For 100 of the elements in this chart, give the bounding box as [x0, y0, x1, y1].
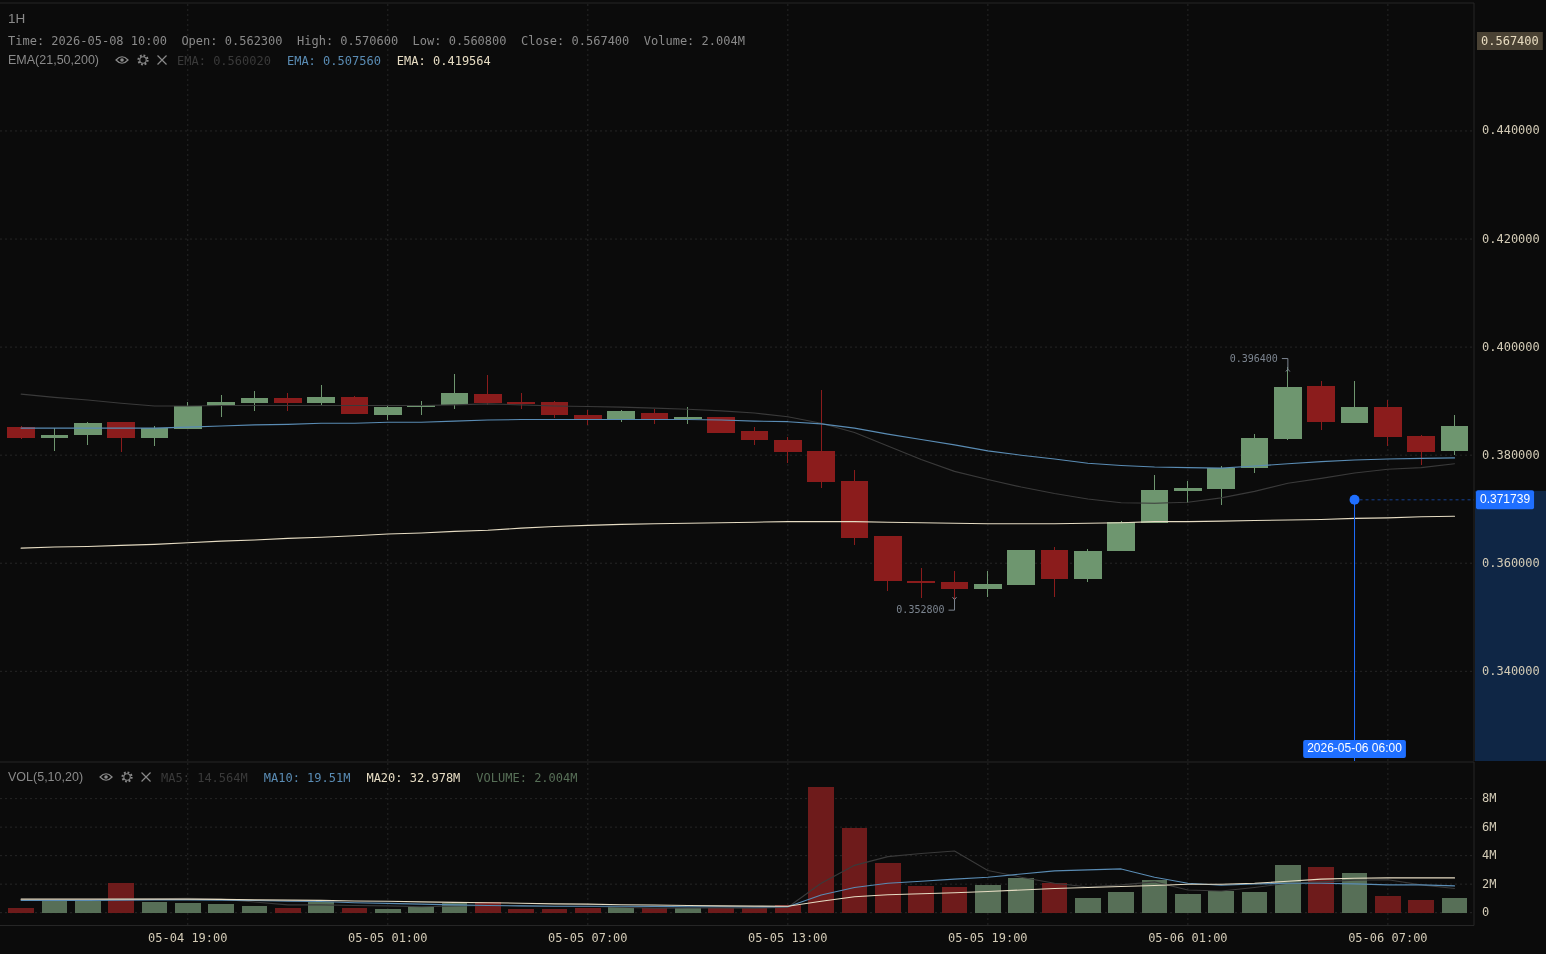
bar	[408, 907, 434, 913]
text: MA10: 19.51M	[263, 770, 351, 785]
candlestick	[1140, 474, 1169, 524]
y-tick-label: 4M	[1482, 848, 1497, 863]
legend-title: EMA(21,50,200)	[8, 53, 100, 68]
candlestick	[1240, 433, 1269, 474]
y-tick-label: 0.360000	[1482, 555, 1540, 570]
text: 1H	[8, 10, 26, 26]
candlestick	[607, 409, 635, 423]
bar	[1141, 880, 1168, 913]
bar	[374, 908, 401, 913]
bar	[908, 886, 935, 913]
candlestick	[807, 389, 836, 489]
text: MA20: 32.978M	[366, 770, 461, 785]
bar	[1408, 900, 1435, 913]
bar	[241, 906, 268, 913]
candlestick	[674, 406, 702, 425]
y-tick-label: 0.400000	[1482, 339, 1540, 354]
candlestick	[974, 570, 1002, 598]
y-tick-label: 6M	[1482, 819, 1497, 834]
candlestick	[1107, 520, 1136, 552]
bar	[508, 908, 534, 913]
y-tick-label: 0.340000	[1482, 663, 1540, 678]
candlestick	[1440, 414, 1469, 456]
bar	[541, 908, 568, 913]
line-series	[20, 868, 1456, 908]
candlestick	[1307, 380, 1336, 431]
annotation: 0.352800	[896, 604, 945, 616]
bar	[1075, 898, 1101, 913]
line-series	[20, 515, 1456, 549]
candlestick	[473, 374, 502, 406]
text: Time: 2026-05-08 10:00 Open: 0.562300 High: 0.570600 Low: 0.560800 Close: 0.567400 Volume: 2.004M	[8, 33, 745, 48]
candlestick	[740, 426, 769, 446]
y-tick-label: 2M	[1482, 876, 1497, 891]
annotation: 0.371739	[1480, 491, 1531, 506]
bar	[8, 907, 34, 913]
candlestick	[140, 425, 169, 447]
candlestick	[1374, 399, 1402, 447]
line-series	[20, 393, 1456, 504]
candlestick	[1340, 380, 1369, 424]
bar	[74, 900, 101, 913]
y-tick-label: 8M	[1482, 791, 1497, 806]
line-series	[20, 418, 1456, 469]
bar	[1375, 895, 1401, 913]
x-tick-label: 05-05 13:00	[748, 931, 828, 945]
candlestick	[1207, 465, 1236, 506]
candlestick	[507, 392, 535, 410]
bar	[41, 900, 68, 913]
x-tick-label: 05-06 07:00	[1348, 931, 1428, 945]
bar	[1008, 877, 1035, 913]
y-tick-label: 0.440000	[1482, 123, 1540, 138]
candlestick	[440, 373, 469, 410]
text: EMA: 0.419564	[396, 53, 491, 68]
bar	[1208, 890, 1235, 913]
candlestick	[640, 408, 669, 425]
text: EMA: 0.507560	[286, 53, 381, 68]
candlestick	[874, 536, 902, 592]
annotation: 0.396400	[1229, 352, 1278, 364]
bar	[274, 907, 301, 913]
x-tick-label: 05-05 19:00	[948, 931, 1028, 945]
candlestick	[373, 404, 402, 421]
bar	[108, 882, 134, 913]
candlestick	[1074, 548, 1102, 583]
candlestick	[340, 395, 369, 415]
y-tick-label: 0.380000	[1482, 447, 1540, 462]
bar	[875, 862, 901, 913]
candlestick	[774, 436, 802, 464]
legend-title: VOL(5,10,20)	[8, 770, 84, 785]
candlestick	[7, 425, 35, 440]
candlestick	[40, 427, 69, 452]
text: 0.567400	[1481, 33, 1539, 48]
text: VOLUME: 2.004M	[476, 770, 578, 785]
bar	[174, 903, 201, 913]
candlestick	[840, 469, 869, 546]
candlestick	[1174, 480, 1202, 504]
annotation: 2026-05-06 06:00	[1307, 741, 1403, 756]
x-tick-label: 05-04 19:00	[148, 931, 228, 945]
bar	[141, 902, 168, 913]
bar	[574, 907, 601, 913]
bar	[341, 907, 368, 913]
line-series	[20, 877, 1456, 907]
bar	[1441, 898, 1468, 913]
candlestick	[1407, 434, 1436, 466]
bar	[208, 904, 234, 913]
bar	[1341, 873, 1368, 913]
bar	[975, 885, 1001, 913]
bar	[1308, 866, 1335, 913]
candlestick	[107, 421, 135, 453]
bar	[808, 786, 835, 913]
candlestick	[1007, 549, 1036, 586]
x-tick-label: 05-06 01:00	[1148, 931, 1228, 945]
candlestick	[307, 384, 335, 406]
y-tick-label: 0	[1482, 905, 1490, 920]
bar	[1275, 865, 1301, 913]
x-tick-label: 05-05 07:00	[548, 931, 628, 945]
bar	[841, 828, 868, 913]
x-tick-label: 05-05 01:00	[348, 931, 428, 945]
candlestick	[907, 567, 936, 599]
bar	[1241, 891, 1268, 913]
bar	[1041, 882, 1068, 913]
